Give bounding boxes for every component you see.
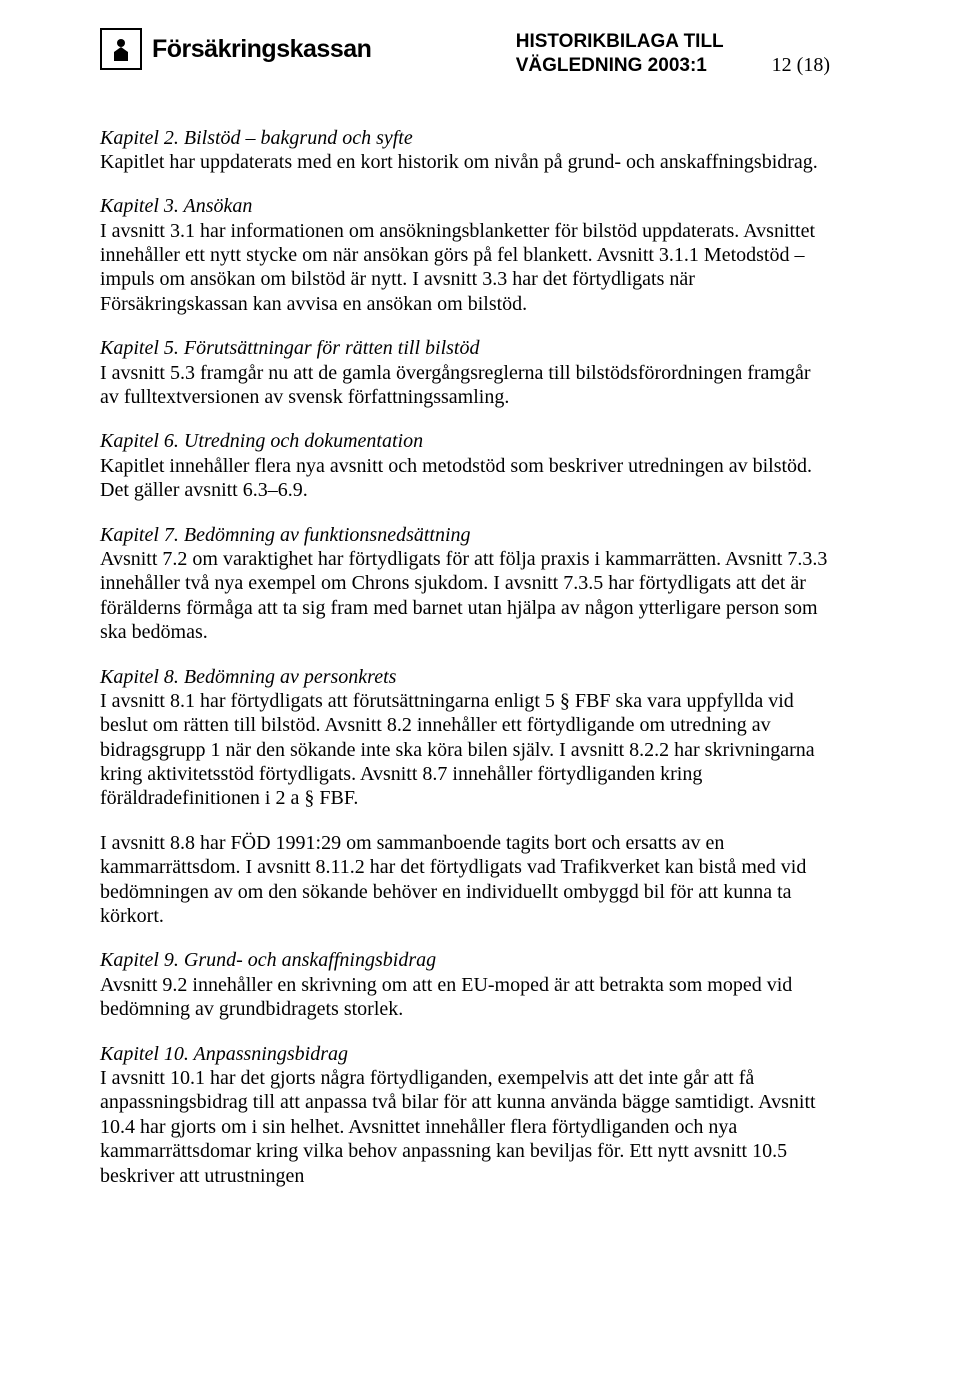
- section-heading: Kapitel 3. Ansökan: [100, 194, 830, 218]
- section-heading: Kapitel 8. Bedömning av personkrets: [100, 665, 830, 689]
- section-heading: Kapitel 2. Bilstöd – bakgrund och syfte: [100, 126, 830, 150]
- section-heading: Kapitel 10. Anpassningsbidrag: [100, 1042, 830, 1066]
- section-kapitel-3: Kapitel 3. Ansökan I avsnitt 3.1 har inf…: [100, 194, 830, 316]
- document-title-line1: HISTORIKBILAGA TILL: [516, 30, 724, 54]
- section-kapitel-10: Kapitel 10. Anpassningsbidrag I avsnitt …: [100, 1042, 830, 1188]
- section-kapitel-9: Kapitel 9. Grund- och anskaffningsbidrag…: [100, 948, 830, 1021]
- page-number: 12 (18): [772, 30, 830, 77]
- section-heading: Kapitel 7. Bedömning av funktionsnedsätt…: [100, 523, 830, 547]
- brand-name: Försäkringskassan: [152, 35, 371, 64]
- section-kapitel-8: Kapitel 8. Bedömning av personkrets I av…: [100, 665, 830, 811]
- section-heading: Kapitel 5. Förutsättningar för rätten ti…: [100, 336, 830, 360]
- section-body: Kapitlet innehåller flera nya avsnitt oc…: [100, 454, 830, 503]
- section-kapitel-7: Kapitel 7. Bedömning av funktionsnedsätt…: [100, 523, 830, 645]
- section-body: I avsnitt 8.1 har förtydligats att förut…: [100, 689, 830, 811]
- person-house-icon: [108, 36, 134, 62]
- document-title: HISTORIKBILAGA TILL VÄGLEDNING 2003:1: [516, 30, 724, 78]
- section-kapitel-6: Kapitel 6. Utredning och dokumentation K…: [100, 429, 830, 502]
- section-body: I avsnitt 3.1 har informationen om ansök…: [100, 219, 830, 317]
- brand-logo-icon: [100, 28, 142, 70]
- section-body: Kapitlet har uppdaterats med en kort his…: [100, 150, 830, 174]
- section-body: I avsnitt 5.3 framgår nu att de gamla öv…: [100, 361, 830, 410]
- section-kapitel-2: Kapitel 2. Bilstöd – bakgrund och syfte …: [100, 126, 830, 175]
- document-page: Försäkringskassan HISTORIKBILAGA TILL VÄ…: [0, 0, 960, 1383]
- section-kapitel-8b: I avsnitt 8.8 har FÖD 1991:29 om sammanb…: [100, 831, 830, 929]
- section-body: I avsnitt 8.8 har FÖD 1991:29 om sammanb…: [100, 831, 830, 929]
- section-body: Avsnitt 9.2 innehåller en skrivning om a…: [100, 973, 830, 1022]
- section-kapitel-5: Kapitel 5. Förutsättningar för rätten ti…: [100, 336, 830, 409]
- brand-block: Försäkringskassan: [100, 28, 371, 70]
- document-content: Kapitel 2. Bilstöd – bakgrund och syfte …: [100, 126, 830, 1188]
- section-heading: Kapitel 9. Grund- och anskaffningsbidrag: [100, 948, 830, 972]
- section-body: Avsnitt 7.2 om varaktighet har förtydlig…: [100, 547, 830, 645]
- section-body: I avsnitt 10.1 har det gjorts några fört…: [100, 1066, 830, 1188]
- document-title-line2: VÄGLEDNING 2003:1: [516, 54, 724, 78]
- section-heading: Kapitel 6. Utredning och dokumentation: [100, 429, 830, 453]
- page-header: Försäkringskassan HISTORIKBILAGA TILL VÄ…: [100, 28, 830, 78]
- header-right: HISTORIKBILAGA TILL VÄGLEDNING 2003:1 12…: [516, 28, 830, 78]
